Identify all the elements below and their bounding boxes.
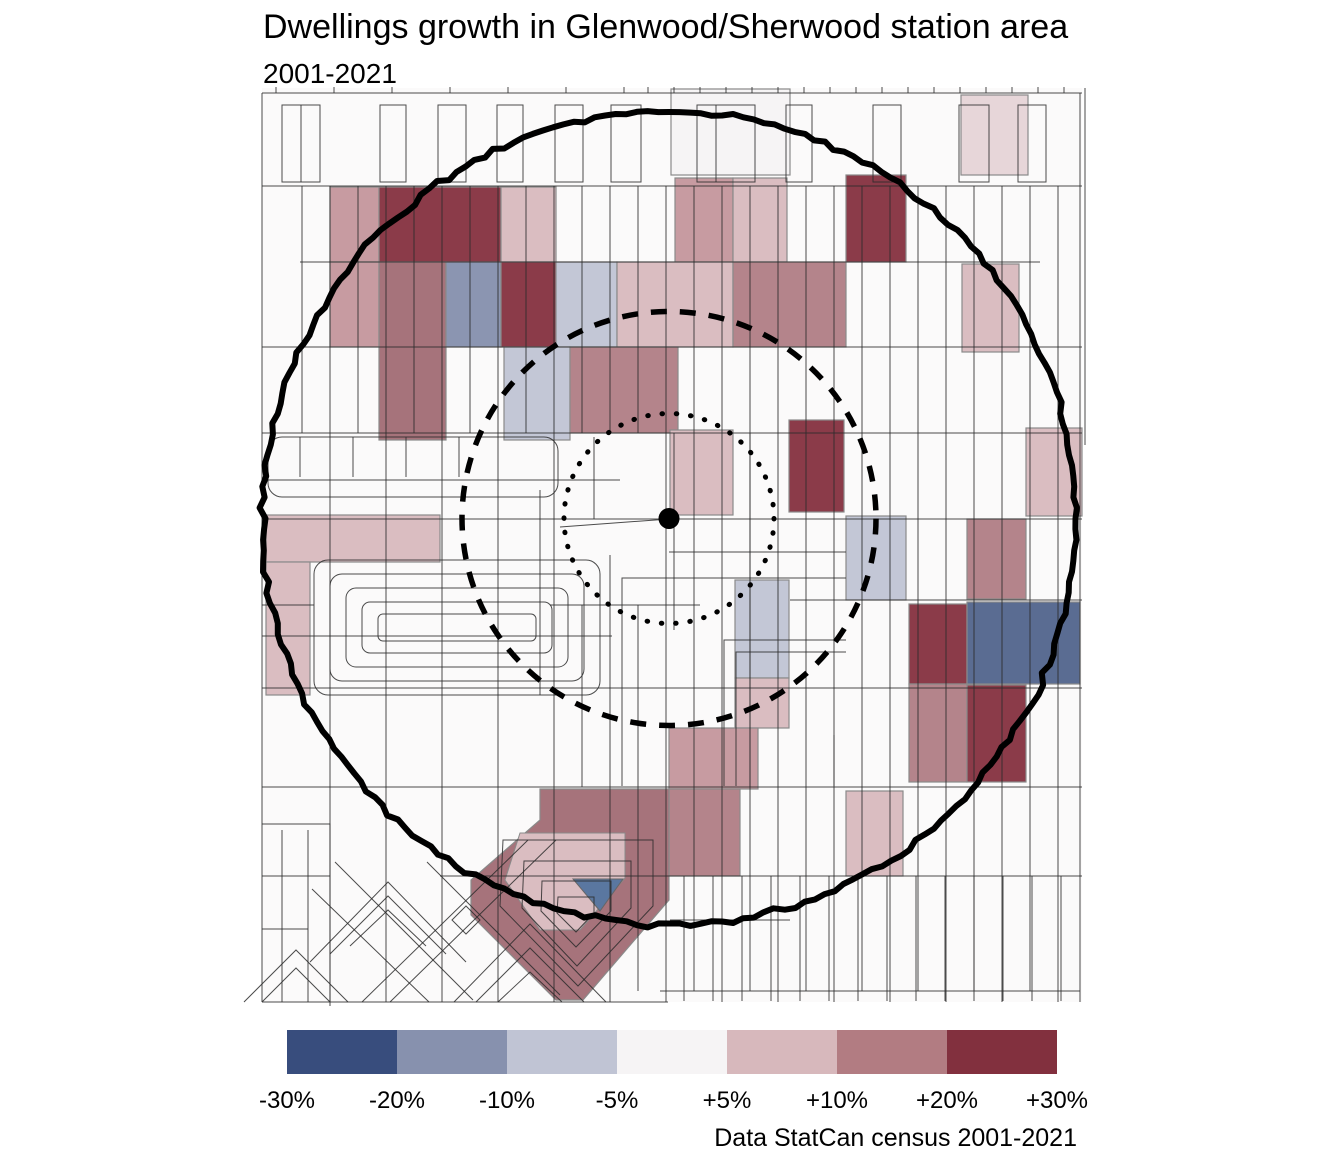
svg-text:-10%: -10% [479, 1087, 535, 1114]
svg-text:-30%: -30% [259, 1087, 315, 1114]
svg-text:+30%: +30% [1026, 1087, 1088, 1114]
svg-text:+5%: +5% [703, 1087, 752, 1114]
svg-text:2001-2021: 2001-2021 [263, 58, 397, 89]
svg-text:-5%: -5% [596, 1087, 639, 1114]
svg-text:-20%: -20% [369, 1087, 425, 1114]
svg-text:+10%: +10% [806, 1087, 868, 1114]
svg-text:Data StatCan census 2001-2021: Data StatCan census 2001-2021 [714, 1124, 1077, 1152]
svg-text:Dwellings growth in Glenwood/S: Dwellings growth in Glenwood/Sherwood st… [263, 8, 1068, 46]
svg-text:+20%: +20% [916, 1087, 978, 1114]
